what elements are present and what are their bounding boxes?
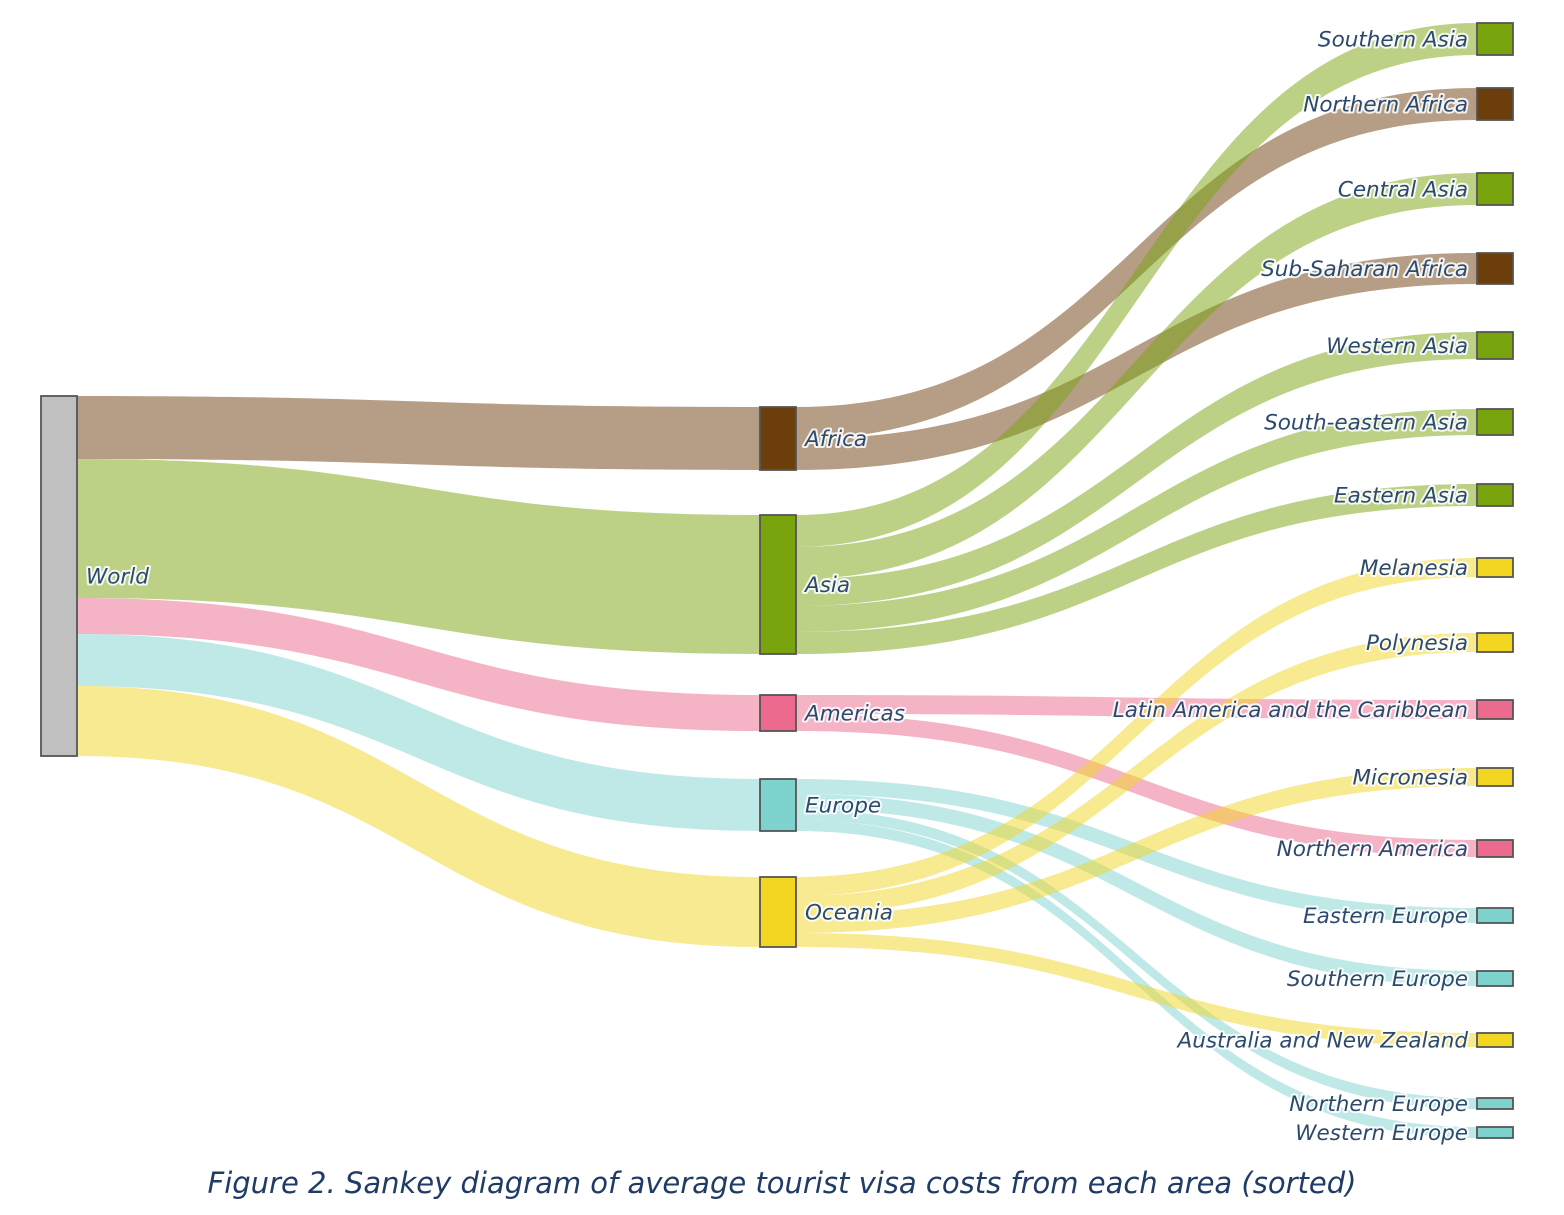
sankey-node-label-asia: Asia	[803, 573, 850, 598]
figure-caption: Figure 2. Sankey diagram of average tour…	[207, 1166, 1357, 1200]
sankey-link-asia-to-eastern-asia[interactable]	[796, 484, 1477, 654]
sankey-node-polynesia[interactable]	[1476, 632, 1514, 653]
sankey-node-label-oceania: Oceania	[805, 901, 893, 926]
sankey-node-label-southern-europe: Southern Europe	[1287, 967, 1468, 992]
sankey-node-oceania[interactable]	[759, 876, 797, 948]
sankey-node-label-americas: Americas	[803, 702, 905, 727]
sankey-node-label-polynesia: Polynesia	[1366, 631, 1468, 656]
sankey-link-oceania-to-polynesia[interactable]	[796, 633, 1477, 915]
sankey-link-world-to-americas[interactable]	[77, 598, 760, 731]
sankey-node-northern-america[interactable]	[1476, 839, 1514, 858]
sankey-link-europe-to-northern-europe[interactable]	[796, 809, 1477, 1109]
sankey-node-label-africa: Africa	[803, 427, 867, 452]
sankey-node-label-central-asia: Central Asia	[1338, 178, 1468, 203]
sankey-node-western-asia[interactable]	[1476, 331, 1514, 360]
sankey-link-americas-to-northern-america[interactable]	[796, 714, 1477, 857]
sankey-link-africa-to-northern-africa[interactable]	[796, 88, 1477, 439]
sankey-node-americas[interactable]	[759, 694, 797, 732]
sankey-node-label-micronesia: Micronesia	[1352, 766, 1468, 791]
sankey-node-label-western-europe: Western Europe	[1295, 1121, 1468, 1146]
sankey-node-label-sub-saharan-africa: Sub-Saharan Africa	[1261, 257, 1468, 282]
sankey-link-europe-to-western-europe[interactable]	[796, 820, 1477, 1138]
sankey-link-oceania-to-micronesia[interactable]	[796, 768, 1477, 933]
sankey-node-northern-europe[interactable]	[1476, 1097, 1514, 1110]
sankey-node-southern-europe[interactable]	[1476, 970, 1514, 987]
sankey-node-melanesia[interactable]	[1476, 557, 1514, 578]
sankey-node-eastern-europe[interactable]	[1476, 907, 1514, 924]
sankey-link-world-to-asia[interactable]	[77, 459, 760, 654]
sankey-node-label-world: World	[86, 565, 149, 590]
sankey-node-australia-and-new-zealand[interactable]	[1476, 1032, 1514, 1048]
sankey-node-europe[interactable]	[759, 778, 797, 832]
sankey-link-europe-to-southern-europe[interactable]	[796, 794, 1477, 986]
sankey-node-label-eastern-asia: Eastern Asia	[1334, 484, 1468, 509]
sankey-node-label-northern-europe: Northern Europe	[1289, 1092, 1468, 1117]
sankey-link-asia-to-southern-asia[interactable]	[796, 23, 1477, 547]
sankey-node-world[interactable]	[40, 395, 78, 757]
sankey-node-sub-saharan-africa[interactable]	[1476, 252, 1514, 285]
sankey-link-world-to-europe[interactable]	[77, 634, 760, 831]
sankey-node-label-northern-america: Northern America	[1277, 837, 1468, 862]
sankey-link-oceania-to-australia-and-new-zealand[interactable]	[796, 933, 1477, 1047]
sankey-node-label-eastern-europe: Eastern Europe	[1303, 904, 1468, 929]
sankey-node-africa[interactable]	[759, 406, 797, 471]
sankey-node-micronesia[interactable]	[1476, 767, 1514, 787]
sankey-node-label-melanesia: Melanesia	[1360, 556, 1468, 581]
sankey-link-asia-to-western-asia[interactable]	[796, 332, 1477, 606]
sankey-node-label-southern-asia: Southern Asia	[1318, 28, 1468, 53]
sankey-node-western-europe[interactable]	[1476, 1126, 1514, 1139]
sankey-link-world-to-africa[interactable]	[77, 396, 760, 470]
sankey-node-label-latin-america-and-the-caribbean: Latin America and the Caribbean	[1113, 698, 1468, 723]
sankey-link-world-to-oceania[interactable]	[77, 686, 760, 947]
sankey-link-asia-to-south-eastern-asia[interactable]	[796, 409, 1477, 632]
sankey-link-oceania-to-melanesia[interactable]	[796, 558, 1477, 896]
sankey-node-southern-asia[interactable]	[1476, 22, 1514, 56]
sankey-node-label-western-asia: Western Asia	[1326, 334, 1468, 359]
sankey-node-central-asia[interactable]	[1476, 172, 1514, 206]
sankey-node-asia[interactable]	[759, 514, 797, 655]
sankey-svg: World Africa Asia Americas Europe Oceania Sout…	[40, 22, 1514, 1148]
sankey-node-south-eastern-asia[interactable]	[1476, 408, 1514, 436]
sankey-node-latin-america-and-the-caribbean[interactable]	[1476, 699, 1514, 720]
sankey-node-eastern-asia[interactable]	[1476, 483, 1514, 507]
sankey-node-label-south-eastern-asia: South-eastern Asia	[1264, 411, 1468, 436]
sankey-link-asia-to-central-asia[interactable]	[796, 173, 1477, 579]
sankey-link-americas-to-latin-america-and-the-caribbean[interactable]	[796, 695, 1477, 719]
sankey-node-label-australia-and-new-zealand: Australia and New Zealand	[1175, 1029, 1468, 1054]
sankey-node-northern-africa[interactable]	[1476, 87, 1514, 121]
sankey-node-label-europe: Europe	[805, 794, 881, 819]
sankey-node-label-northern-africa: Northern Africa	[1303, 93, 1468, 118]
